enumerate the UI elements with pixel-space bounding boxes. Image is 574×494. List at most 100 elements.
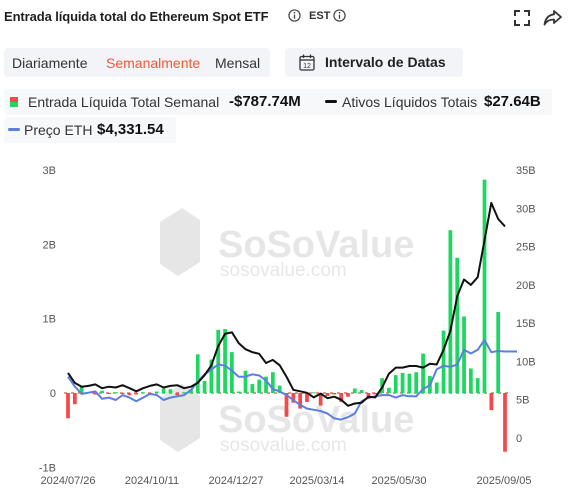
x-tick-label: 2024/10/11: [125, 475, 179, 487]
inflow-bar: [79, 385, 84, 393]
inflow-bar: [387, 387, 391, 393]
timezone-info-icon[interactable]: [333, 9, 346, 22]
inflow-bar: [161, 388, 166, 393]
inflow-bar: [400, 372, 405, 393]
period-tabs: Diariamente Semanalmente Mensal: [4, 48, 270, 77]
x-tick-label: 2025/09/05: [476, 475, 531, 487]
inflow-bar: [468, 368, 473, 393]
inflow-bar: [243, 370, 248, 393]
timezone-label: EST: [309, 10, 331, 22]
inflow-bar: [100, 390, 105, 393]
calendar-icon: 12: [299, 54, 315, 71]
inflow-bar: [448, 230, 453, 393]
inflow-bar: [352, 388, 357, 393]
inflow-bar: [284, 393, 289, 417]
inflow-bar: [407, 373, 412, 393]
tab-monthly[interactable]: Mensal: [215, 55, 261, 71]
watermark: SoSoValue sosovalue.com SoSoValue sosova…: [160, 208, 414, 456]
watermark-url: sosovalue.com: [220, 260, 347, 281]
inflow-bar: [359, 390, 364, 393]
x-tick-label: 2025/05/30: [371, 475, 426, 487]
inflow-bar: [277, 385, 282, 393]
legend-inflow-value: -$787.74M: [229, 93, 301, 110]
tab-daily[interactable]: Diariamente: [12, 55, 88, 71]
watermark-url-2: sosovalue.com: [220, 435, 347, 456]
watermark-logo-icon-2: [160, 384, 200, 452]
inflow-bar: [414, 372, 419, 393]
inflow-bar: [264, 376, 268, 393]
legend-assets-label: Ativos Líquidos Totais: [342, 94, 478, 110]
inflow-bar: [202, 381, 207, 393]
inflow-bar: [209, 359, 214, 393]
legend-price-value: $4,331.54: [97, 121, 164, 138]
inflow-bar: [168, 389, 173, 393]
assets-swatch-icon: [325, 100, 337, 103]
inflow-bar: [441, 330, 446, 393]
x-tick-label: 2024/07/26: [40, 475, 95, 487]
inflow-bar: [305, 393, 309, 402]
watermark-brand-2: SoSoValue: [218, 399, 414, 441]
inflow-bar: [66, 393, 70, 419]
inflow-bar: [291, 393, 296, 403]
inflow-bar: [311, 392, 316, 394]
date-range-button[interactable]: 12 Intervalo de Datas: [285, 48, 463, 77]
inflow-bar: [175, 393, 180, 396]
legend-row-1: Entrada Líquida Total Semanal -$787.74M …: [4, 89, 552, 115]
inflow-bar: [127, 393, 132, 396]
inflow-bar: [154, 391, 159, 393]
right-tick-label: 15B: [516, 318, 536, 330]
chart-title: Entrada líquida total do Ethereum Spot E…: [4, 9, 269, 24]
inflow-bars: [66, 179, 507, 452]
date-range-label: Intervalo de Datas: [325, 54, 446, 70]
inflow-bar: [257, 379, 262, 393]
price-swatch-icon: [8, 128, 20, 131]
inflow-bar: [120, 393, 125, 394]
right-tick-label: 5B: [516, 395, 529, 407]
right-tick-label: 35B: [516, 165, 536, 177]
inflow-bar: [93, 393, 98, 395]
left-tick-label: 2B: [43, 239, 56, 251]
inflow-bar: [141, 392, 145, 394]
etf-flow-chart: SoSoValue sosovalue.com SoSoValue sosova…: [39, 165, 536, 487]
legend-assets-value: $27.64B: [484, 93, 541, 110]
tab-weekly[interactable]: Semanalmente: [106, 55, 201, 71]
left-axis: 3B 2B 1B 0 -1B: [39, 165, 56, 474]
watermark-top: SoSoValue sosovalue.com: [160, 208, 414, 281]
inflow-bar: [72, 393, 77, 405]
inflow-bar: [346, 393, 350, 397]
net-assets-line: [67, 201, 506, 407]
left-tick-label: 1B: [43, 314, 56, 326]
inflow-bar: [421, 353, 425, 393]
right-tick-label: 30B: [516, 203, 536, 215]
inflow-bar: [434, 382, 439, 393]
left-tick-label: -1B: [39, 462, 56, 474]
fullscreen-icon[interactable]: [510, 6, 534, 30]
inflow-bar: [332, 393, 337, 395]
legend-row-2: Preço ETH $4,331.54: [4, 117, 176, 143]
chart-header: Entrada líquida total do Ethereum Spot E…: [4, 6, 570, 30]
share-icon[interactable]: [541, 6, 565, 30]
legend-inflow-label: Entrada Líquida Total Semanal: [28, 94, 220, 110]
inflow-bar: [489, 393, 494, 411]
info-icon[interactable]: [288, 9, 301, 22]
inflow-bar: [195, 354, 200, 393]
inflow-bar: [482, 179, 487, 393]
right-tick-label: 10B: [516, 356, 536, 368]
right-tick-label: 20B: [516, 280, 536, 292]
watermark-bottom: SoSoValue sosovalue.com: [160, 384, 414, 456]
x-tick-label: 2025/03/14: [289, 475, 344, 487]
right-tick-label: 25B: [516, 242, 536, 254]
inflow-bar: [250, 384, 255, 393]
inflow-swatch-icon: [10, 97, 18, 107]
inflow-bar: [462, 316, 466, 393]
left-tick-label: 3B: [43, 165, 56, 177]
inflow-bar: [475, 378, 480, 393]
inflow-bar: [393, 375, 398, 393]
eth-price-line: [67, 339, 506, 421]
inflow-bar: [496, 311, 501, 393]
inflow-bar: [298, 393, 303, 409]
inflow-bar: [503, 393, 507, 452]
inflow-bar: [270, 372, 275, 393]
inflow-bar: [182, 392, 186, 394]
inflow-bar: [134, 393, 139, 395]
